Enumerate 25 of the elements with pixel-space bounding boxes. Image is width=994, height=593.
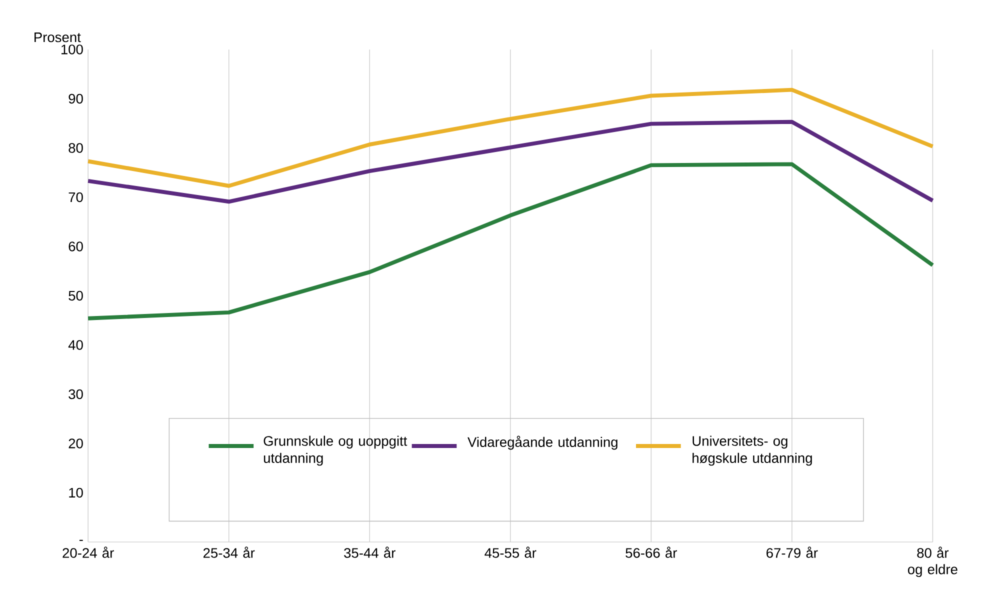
line-series	[86, 162, 935, 320]
x-tick-label: 25-34 år	[203, 546, 255, 558]
x-tick-label: 35-44 år	[344, 546, 396, 558]
legend-label: Grunnskule og uoppgitt utdanning	[264, 436, 408, 466]
x-tick-label: 80 år og eldre	[908, 546, 958, 577]
y-tick-label: -	[79, 540, 83, 541]
x-tick-label: 45-55 år	[484, 546, 536, 558]
y-tick-label: 60	[68, 241, 83, 252]
y-tick-label: 30	[68, 389, 83, 399]
x-tick-label: 20-24 år	[62, 546, 114, 558]
y-tick-label: 50	[68, 290, 83, 300]
y-tick-label: 20	[68, 438, 83, 448]
y-tick-label: 90	[68, 94, 83, 104]
y-tick-label: 70	[68, 192, 83, 202]
y-tick-label: 40	[68, 340, 83, 350]
x-tick-label: 56-66 år	[626, 546, 677, 558]
y-tick-label: 80	[68, 142, 83, 153]
y-tick-label: 100	[61, 44, 83, 54]
x-tick-label: 67-79 år	[766, 546, 818, 558]
y-tick-label: 10	[69, 488, 83, 498]
legend-label: Vidaregåande utdanning	[468, 436, 618, 450]
legend-label: Universitets- og høgskule utdanning	[692, 436, 812, 466]
line-series	[86, 120, 935, 204]
y-axis-title: Prosent	[34, 32, 81, 42]
line-series	[86, 88, 935, 188]
